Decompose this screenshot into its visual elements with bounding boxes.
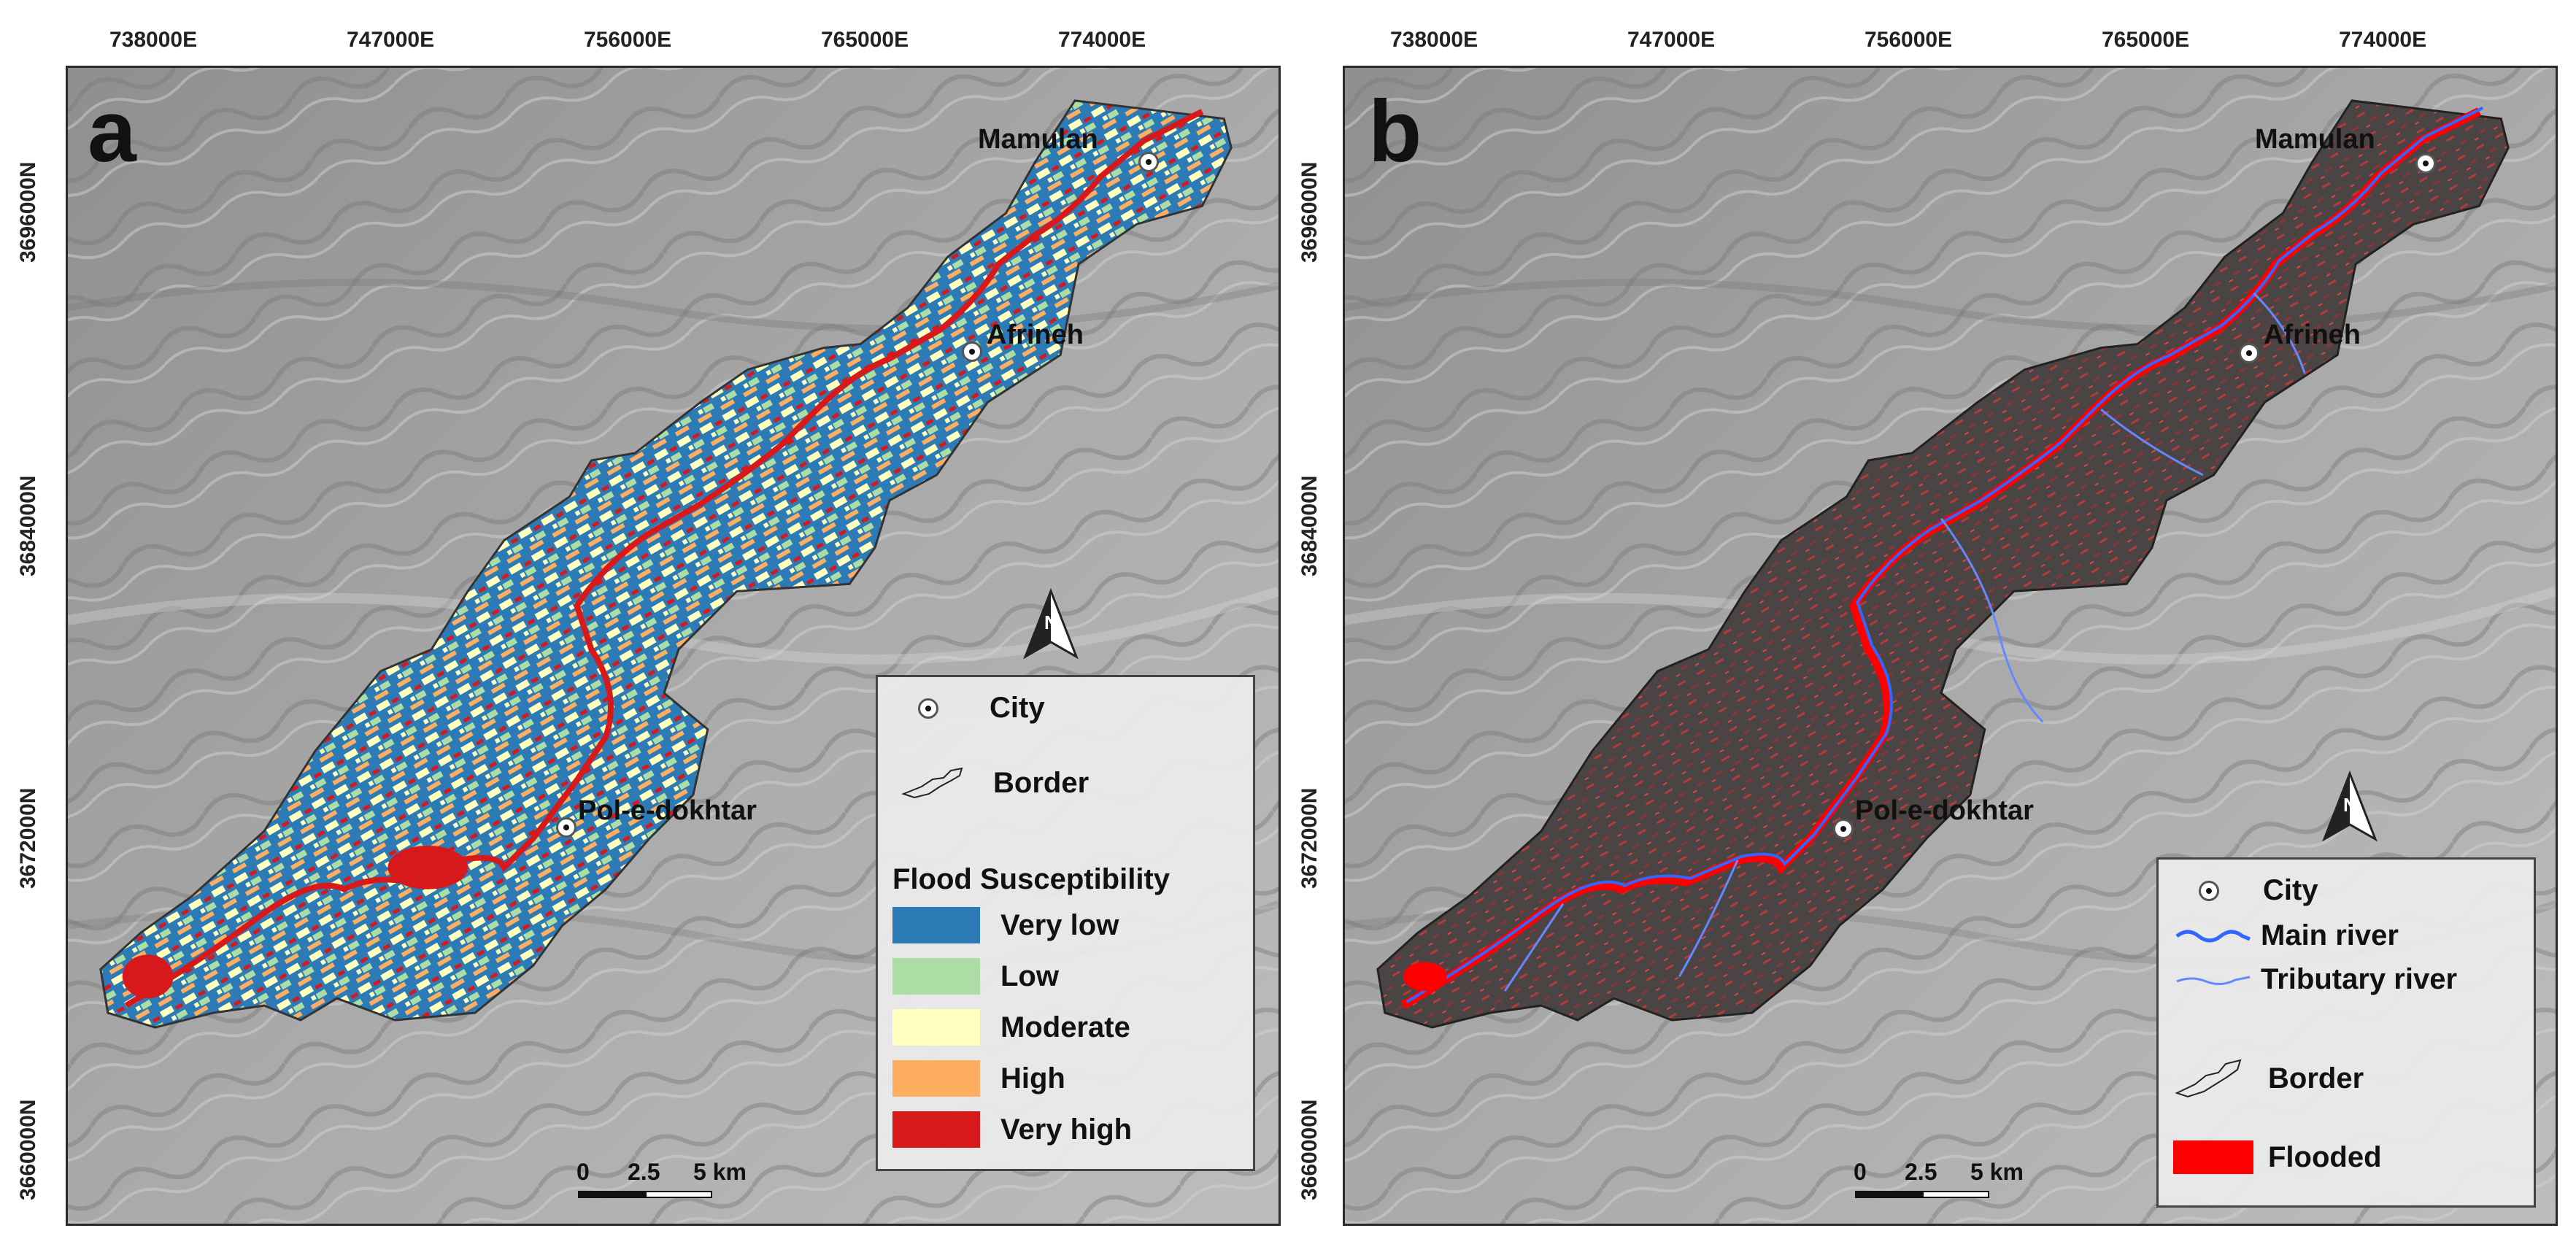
city-label-afrineh: Afrineh	[2264, 320, 2361, 350]
legend-a: City Border Flood Susceptibility Very lo…	[876, 675, 1255, 1171]
legend-swatch	[892, 958, 980, 995]
city-icon	[2199, 880, 2219, 901]
legend-row-city: City	[918, 692, 1045, 725]
city-icon	[918, 698, 938, 719]
svg-text:N: N	[1044, 611, 1058, 633]
legend-border-label: Border	[993, 766, 1090, 799]
flooded-swatch	[2173, 1140, 2253, 1174]
city-label-pol-e-dokhtar: Pol-e-dokhtar	[578, 795, 757, 826]
legend-row-tributary: Tributary river	[2173, 963, 2457, 996]
city-icon	[2415, 153, 2436, 174]
legend-class-label: High	[1000, 1062, 1065, 1094]
legend-title: Flood Susceptibility	[892, 863, 1171, 895]
x-tick: 747000E	[1627, 28, 1716, 52]
y-tick: 3672000N	[1297, 787, 1322, 889]
legend-class-row: Very low	[892, 907, 1119, 943]
scale-mid: 2.5	[1905, 1159, 1937, 1185]
x-tick: 765000E	[2102, 28, 2190, 52]
scale-end: 5 km	[1970, 1159, 2024, 1185]
city-icon	[556, 817, 576, 838]
x-tick: 738000E	[109, 28, 198, 52]
legend-row-main-river: Main river	[2173, 919, 2399, 952]
city-icon	[1138, 152, 1159, 172]
legend-class-label: Low	[1000, 960, 1059, 992]
scale-mid: 2.5	[628, 1159, 660, 1185]
legend-class-label: Moderate	[1000, 1011, 1130, 1043]
legend-b: City Main river Tributary river Border F…	[2156, 857, 2536, 1208]
legend-class-label: Very high	[1000, 1113, 1133, 1146]
hillshade-map-a	[68, 68, 1279, 1224]
legend-row-border: Border	[900, 765, 1089, 801]
scale-segment-dark	[578, 1191, 645, 1198]
scale-zero: 0	[1854, 1159, 1867, 1185]
panel-label-a: a	[88, 82, 136, 180]
legend-row-city: City	[2199, 874, 2318, 907]
y-tick: 3684000N	[16, 475, 40, 576]
scale-bar-a: 0 2.5 5 km	[576, 1159, 747, 1202]
study-area-polygon	[1376, 99, 2510, 1029]
city-icon	[962, 341, 982, 362]
y-tick: 3696000N	[16, 161, 40, 263]
scale-segment-light	[1922, 1191, 1989, 1198]
main-river-icon	[2175, 930, 2251, 942]
legend-swatch	[892, 1111, 980, 1148]
city-icon	[2239, 343, 2259, 363]
city-label-pol-e-dokhtar: Pol-e-dokhtar	[1855, 795, 2034, 826]
x-tick: 774000E	[2339, 28, 2427, 52]
scale-segment-dark	[1855, 1191, 1922, 1198]
y-tick: 3696000N	[1297, 161, 1322, 263]
legend-tributary-label: Tributary river	[2261, 963, 2458, 995]
panel-label-b: b	[1368, 82, 1422, 180]
y-tick: 3672000N	[16, 787, 40, 889]
north-arrow-icon: N	[2322, 770, 2378, 842]
map-frame-a	[66, 66, 1281, 1226]
city-icon	[1833, 819, 1854, 839]
scale-segment-light	[645, 1191, 712, 1198]
legend-border-label: Border	[2268, 1062, 2364, 1094]
y-tick: 3684000N	[1297, 475, 1322, 576]
legend-swatch	[892, 1060, 980, 1097]
legend-flooded-label: Flooded	[2268, 1140, 2382, 1173]
legend-class-row: High	[892, 1060, 1065, 1097]
study-area-polygon	[99, 99, 1233, 1029]
legend-row-border: Border	[2173, 1057, 2364, 1100]
x-tick: 765000E	[821, 28, 909, 52]
x-tick: 738000E	[1390, 28, 1478, 52]
border-icon	[2175, 1059, 2242, 1098]
legend-row-flooded: Flooded	[2173, 1140, 2382, 1174]
y-tick: 3660000N	[16, 1099, 40, 1200]
legend-swatch	[892, 907, 980, 943]
legend-class-row: Very high	[892, 1111, 1132, 1148]
legend-class-label: Very low	[1000, 908, 1119, 941]
scale-zero: 0	[576, 1159, 590, 1185]
legend-main-river-label: Main river	[2261, 919, 2399, 951]
legend-title-row: Flood Susceptibility	[892, 863, 1170, 896]
north-arrow-icon: N	[1023, 587, 1079, 660]
y-tick: 3660000N	[1297, 1099, 1322, 1200]
city-label-afrineh: Afrineh	[987, 320, 1084, 350]
legend-city-label: City	[990, 692, 1045, 724]
legend-city-label: City	[2263, 874, 2318, 906]
tributary-river-icon	[2176, 976, 2251, 985]
legend-class-row: Low	[892, 958, 1059, 995]
x-tick: 756000E	[584, 28, 672, 52]
x-tick: 747000E	[347, 28, 435, 52]
legend-swatch	[892, 1009, 980, 1046]
svg-text:N: N	[2343, 794, 2357, 816]
scale-end: 5 km	[693, 1159, 747, 1185]
scale-bar-b: 0 2.5 5 km	[1854, 1159, 2024, 1202]
x-tick: 756000E	[1864, 28, 1953, 52]
border-icon	[901, 767, 963, 799]
legend-class-row: Moderate	[892, 1009, 1130, 1046]
x-tick: 774000E	[1058, 28, 1146, 52]
city-label-mamulan: Mamulan	[2255, 124, 2375, 155]
city-label-mamulan: Mamulan	[978, 124, 1098, 155]
